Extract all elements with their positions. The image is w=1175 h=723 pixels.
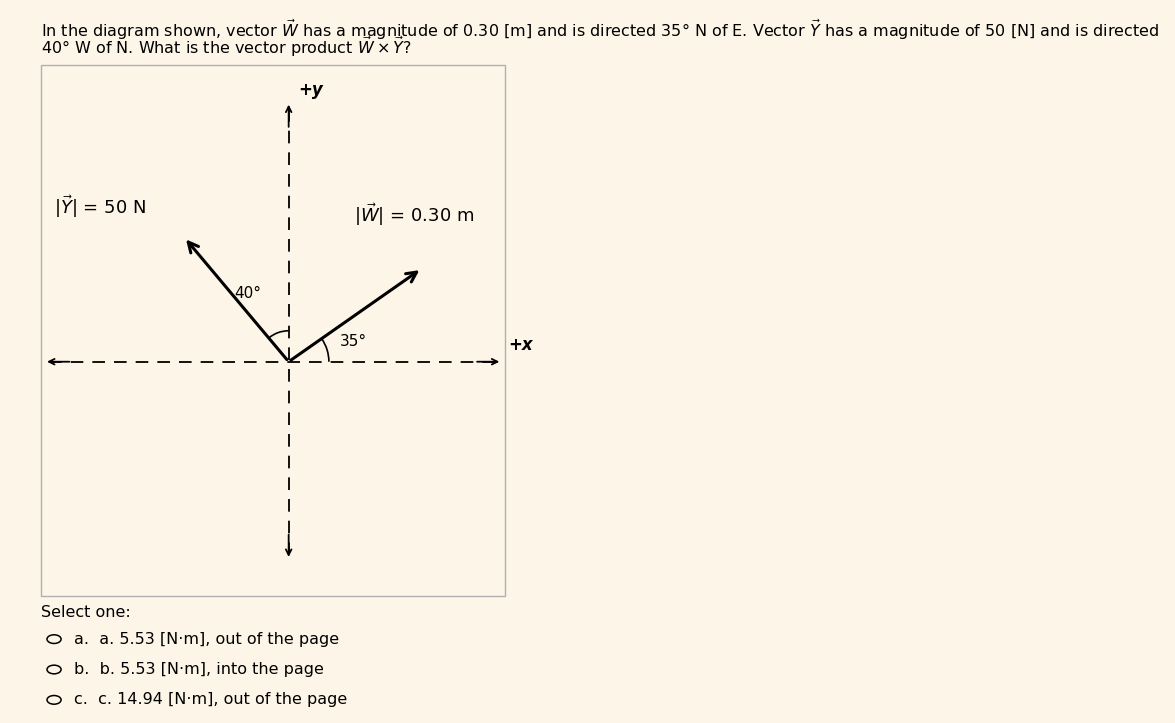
Text: +y: +y — [298, 81, 323, 99]
Text: $|\vec{W}|$ = 0.30 m: $|\vec{W}|$ = 0.30 m — [354, 201, 474, 228]
Text: 40°: 40° — [234, 286, 261, 301]
Text: 35°: 35° — [340, 334, 367, 349]
Text: a.  a. 5.53 [N·m], out of the page: a. a. 5.53 [N·m], out of the page — [74, 632, 340, 646]
Text: 40° W of N. What is the vector product $\vec{W} \times \vec{Y}$?: 40° W of N. What is the vector product $… — [41, 35, 411, 59]
Text: Select one:: Select one: — [41, 605, 130, 620]
Text: b.  b. 5.53 [N·m], into the page: b. b. 5.53 [N·m], into the page — [74, 662, 324, 677]
Text: c.  c. 14.94 [N·m], out of the page: c. c. 14.94 [N·m], out of the page — [74, 693, 348, 707]
Text: +x: +x — [509, 336, 533, 354]
Text: In the diagram shown, vector $\vec{W}$ has a magnitude of 0.30 [m] and is direct: In the diagram shown, vector $\vec{W}$ h… — [41, 18, 1160, 43]
Text: $|\vec{Y}|$ = 50 N: $|\vec{Y}|$ = 50 N — [54, 194, 146, 221]
